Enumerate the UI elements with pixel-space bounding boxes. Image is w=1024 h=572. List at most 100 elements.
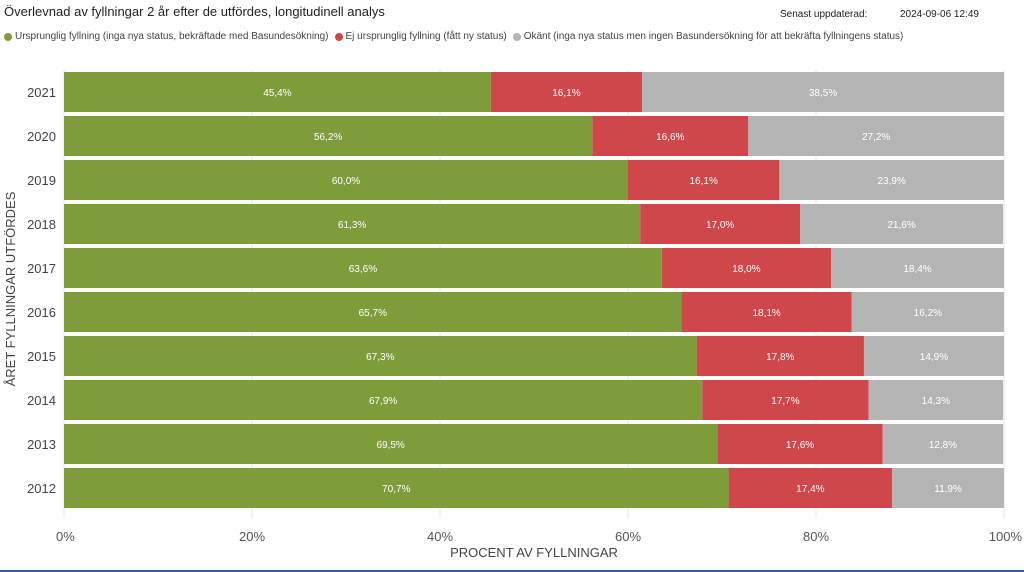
y-category-label: 2021: [27, 85, 56, 100]
bar-segment-group[interactable]: 67,9%: [64, 380, 703, 420]
bar-value-label: 17,4%: [796, 484, 824, 495]
bar-segment[interactable]: [64, 204, 641, 244]
y-category-label: 2012: [27, 481, 56, 496]
bar-segment[interactable]: [748, 116, 1004, 156]
legend-item-original[interactable]: Ursprunglig fyllning (inga nya status, b…: [4, 31, 329, 42]
bar-segment[interactable]: [868, 380, 1004, 420]
bar-segment[interactable]: [863, 336, 1004, 376]
bar-segment[interactable]: [728, 468, 893, 508]
bar-segment[interactable]: [851, 292, 1004, 332]
bar-segment-group[interactable]: 27,2%: [748, 116, 1004, 156]
bar-value-label: 17,7%: [771, 396, 799, 407]
bar-value-label: 67,9%: [369, 396, 397, 407]
bar-segment[interactable]: [64, 424, 718, 464]
bar-segment-group[interactable]: 17,7%: [702, 380, 869, 420]
bar-value-label: 21,6%: [887, 220, 915, 231]
bar-segment-group[interactable]: 67,3%: [64, 336, 697, 376]
bar-segment-group[interactable]: 23,9%: [779, 160, 1004, 200]
page-title: Överlevnad av fyllningar 2 år efter de u…: [4, 4, 385, 19]
y-category-label: 2014: [27, 393, 56, 408]
bar-segment-group[interactable]: 18,0%: [661, 248, 832, 288]
bar-value-label: 18,4%: [903, 264, 931, 275]
bar-segment[interactable]: [64, 72, 491, 112]
bar-value-label: 69,5%: [376, 440, 404, 451]
legend-swatch-original: [4, 32, 12, 41]
bar-segment[interactable]: [702, 380, 869, 420]
x-tick-label: 40%: [427, 529, 453, 544]
bar-value-label: 14,3%: [922, 396, 950, 407]
y-category-label: 2018: [27, 217, 56, 232]
bar-value-label: 16,1%: [689, 176, 717, 187]
bar-segment[interactable]: [64, 468, 729, 508]
bar-segment-group[interactable]: 38,5%: [642, 72, 1004, 112]
bar-segment-group[interactable]: 18,1%: [681, 292, 852, 332]
last-updated-value: 2024-09-06 12:49: [900, 9, 979, 20]
bar-segment-group[interactable]: 17,0%: [640, 204, 801, 244]
bar-segment-group[interactable]: 21,6%: [800, 204, 1004, 244]
bar-segment-group[interactable]: 63,6%: [64, 248, 662, 288]
bar-segment[interactable]: [892, 468, 1004, 508]
y-category-label: 2013: [27, 437, 56, 452]
bar-segment[interactable]: [642, 72, 1004, 112]
bar-segment-group[interactable]: 14,9%: [863, 336, 1004, 376]
bar-segment-group[interactable]: 12,8%: [882, 424, 1004, 464]
bar-segment[interactable]: [64, 160, 628, 200]
bar-segment[interactable]: [640, 204, 801, 244]
bar-segment-group[interactable]: 45,4%: [64, 72, 491, 112]
x-tick-label: 100%: [989, 529, 1023, 544]
bar-segment[interactable]: [779, 160, 1004, 200]
bar-value-label: 63,6%: [349, 264, 377, 275]
bar-segment-group[interactable]: 17,8%: [696, 336, 864, 376]
bar-segment[interactable]: [64, 292, 682, 332]
bar-segment[interactable]: [800, 204, 1004, 244]
bar-segment-group[interactable]: 56,2%: [64, 116, 593, 156]
bar-segment[interactable]: [592, 116, 749, 156]
bar-segment-group[interactable]: 70,7%: [64, 468, 729, 508]
bar-value-label: 17,0%: [706, 220, 734, 231]
bar-segment[interactable]: [64, 336, 697, 376]
bar-segment[interactable]: [681, 292, 852, 332]
bar-segment[interactable]: [882, 424, 1004, 464]
bar-segment[interactable]: [64, 380, 703, 420]
bar-segment[interactable]: [696, 336, 864, 376]
bar-segment-group[interactable]: 18,4%: [831, 248, 1004, 288]
bar-segment[interactable]: [831, 248, 1004, 288]
bar-segment-group[interactable]: 61,3%: [64, 204, 641, 244]
bar-segment-group[interactable]: 16,1%: [490, 72, 643, 112]
bar-segment[interactable]: [64, 116, 593, 156]
x-tick-label: 60%: [615, 529, 641, 544]
bar-segment[interactable]: [64, 248, 662, 288]
bar-segment-group[interactable]: 11,9%: [892, 468, 1004, 508]
legend-label-not-original: Ej ursprunglig fyllning (fått ny status): [345, 31, 507, 42]
legend-swatch-not-original: [334, 32, 343, 41]
x-tick-label: 20%: [239, 529, 265, 544]
bar-segment-group[interactable]: 17,6%: [717, 424, 883, 464]
bar-value-label: 16,2%: [914, 308, 942, 319]
y-category-label: 2016: [27, 305, 56, 320]
bar-value-label: 70,7%: [382, 484, 410, 495]
legend-item-unknown[interactable]: Okänt (inga nya status men ingen Basunde…: [512, 31, 904, 42]
bar-segment-group[interactable]: 17,4%: [728, 468, 893, 508]
bar-value-label: 18,1%: [752, 308, 780, 319]
bar-segment[interactable]: [661, 248, 832, 288]
bar-segment-group[interactable]: 69,5%: [64, 424, 718, 464]
bars: 45,4% 16,1% 38,5% 56,2% 16,6% 27,2% 60,0% 16,1%…: [64, 72, 1004, 508]
y-category-label: 2015: [27, 349, 56, 364]
bar-segment-group[interactable]: 16,1%: [628, 160, 780, 200]
bar-segment-group[interactable]: 16,2%: [851, 292, 1004, 332]
bar-segment[interactable]: [628, 160, 780, 200]
bar-value-label: 17,8%: [766, 352, 794, 363]
bar-segment-group[interactable]: 14,3%: [868, 380, 1004, 420]
bar-segment-group[interactable]: 60,0%: [64, 160, 628, 200]
bar-value-label: 16,1%: [552, 88, 580, 99]
bar-segment[interactable]: [717, 424, 883, 464]
x-axis-ticks: 0% 20% 40% 60% 80% 100%: [56, 529, 1022, 544]
bar-segment-group[interactable]: 65,7%: [64, 292, 682, 332]
bar-value-label: 60,0%: [332, 176, 360, 187]
legend-item-not-original[interactable]: Ej ursprunglig fyllning (fått ny status): [334, 31, 507, 42]
bar-segment-group[interactable]: 16,6%: [592, 116, 749, 156]
legend-label-unknown: Okänt (inga nya status men ingen Basunde…: [523, 31, 904, 42]
bar-segment[interactable]: [490, 72, 643, 112]
